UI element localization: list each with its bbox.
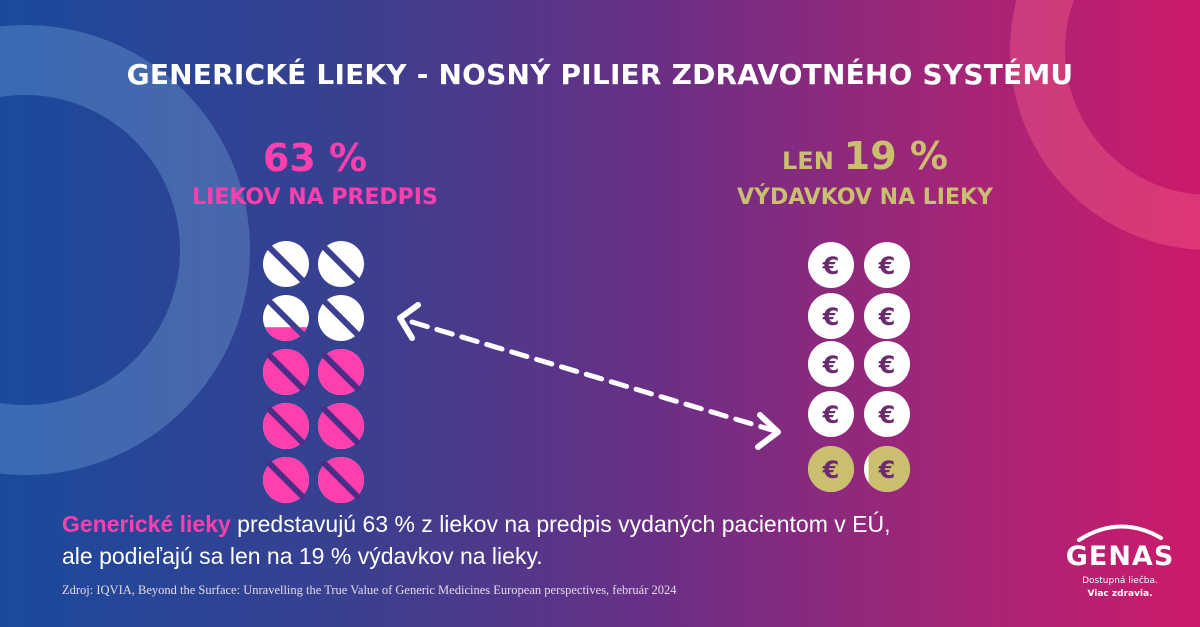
euro-coin-icon: € bbox=[864, 446, 910, 492]
body-text: Generické lieky predstavujú 63 % z lieko… bbox=[62, 508, 1042, 572]
euro-coin-icon: € bbox=[808, 293, 854, 339]
pill-icon bbox=[263, 457, 309, 503]
source-note: Zdroj: IQVIA, Beyond the Surface: Unrave… bbox=[62, 583, 677, 597]
svg-text:€: € bbox=[822, 303, 840, 331]
logo-tagline-1: Dostupná liečba. bbox=[1082, 576, 1158, 586]
euro-coin-icon: € bbox=[864, 341, 910, 387]
euro-coin-icon: € bbox=[864, 293, 910, 339]
logo-name: GENAS bbox=[1065, 541, 1175, 572]
svg-text:€: € bbox=[822, 252, 840, 280]
svg-text:€: € bbox=[822, 456, 840, 484]
euro-coin-icon: € bbox=[808, 446, 854, 492]
right-percent: 19 % bbox=[843, 134, 948, 178]
pill-icon bbox=[263, 403, 309, 449]
pill-icon bbox=[263, 295, 309, 341]
svg-text:€: € bbox=[878, 303, 896, 331]
body-line2: ale podieľajú sa len na 19 % výdavkov na… bbox=[62, 543, 543, 569]
right-prefix: LEN bbox=[782, 147, 834, 175]
euro-coin-icon: € bbox=[864, 391, 910, 437]
svg-text:€: € bbox=[822, 401, 840, 429]
pill-icon bbox=[263, 349, 309, 395]
pill-icon bbox=[263, 241, 309, 287]
euro-coin-icon: € bbox=[808, 242, 854, 288]
left-subtitle: LIEKOV NA PREDPIS bbox=[192, 185, 438, 210]
page-title: GENERICKÉ LIEKY - NOSNÝ PILIER ZDRAVOTNÉ… bbox=[126, 58, 1074, 91]
svg-text:€: € bbox=[878, 401, 896, 429]
euro-coin-icon: € bbox=[808, 341, 854, 387]
body-line1: predstavujú 63 % z liekov na predpis vyd… bbox=[230, 511, 891, 537]
right-subtitle: VÝDAVKOV NA LIEKY bbox=[737, 185, 993, 210]
pill-icon bbox=[318, 349, 364, 395]
svg-text:€: € bbox=[822, 351, 840, 379]
svg-text:€: € bbox=[878, 456, 896, 484]
logo-tagline-2: Viac zdravia. bbox=[1087, 589, 1153, 599]
euro-coin-icon: € bbox=[864, 242, 910, 288]
body-highlight: Generické lieky bbox=[62, 511, 231, 537]
pill-icon bbox=[318, 295, 364, 341]
right-heading: LEN 19 % bbox=[720, 134, 1010, 178]
pill-icon bbox=[318, 457, 364, 503]
svg-text:€: € bbox=[878, 351, 896, 379]
pill-icon bbox=[318, 241, 364, 287]
pill-icon bbox=[318, 403, 364, 449]
svg-text:€: € bbox=[878, 252, 896, 280]
logo-arc-icon bbox=[1077, 524, 1163, 542]
euro-coin-icon: € bbox=[808, 391, 854, 437]
left-percent: 63 % bbox=[262, 136, 368, 180]
